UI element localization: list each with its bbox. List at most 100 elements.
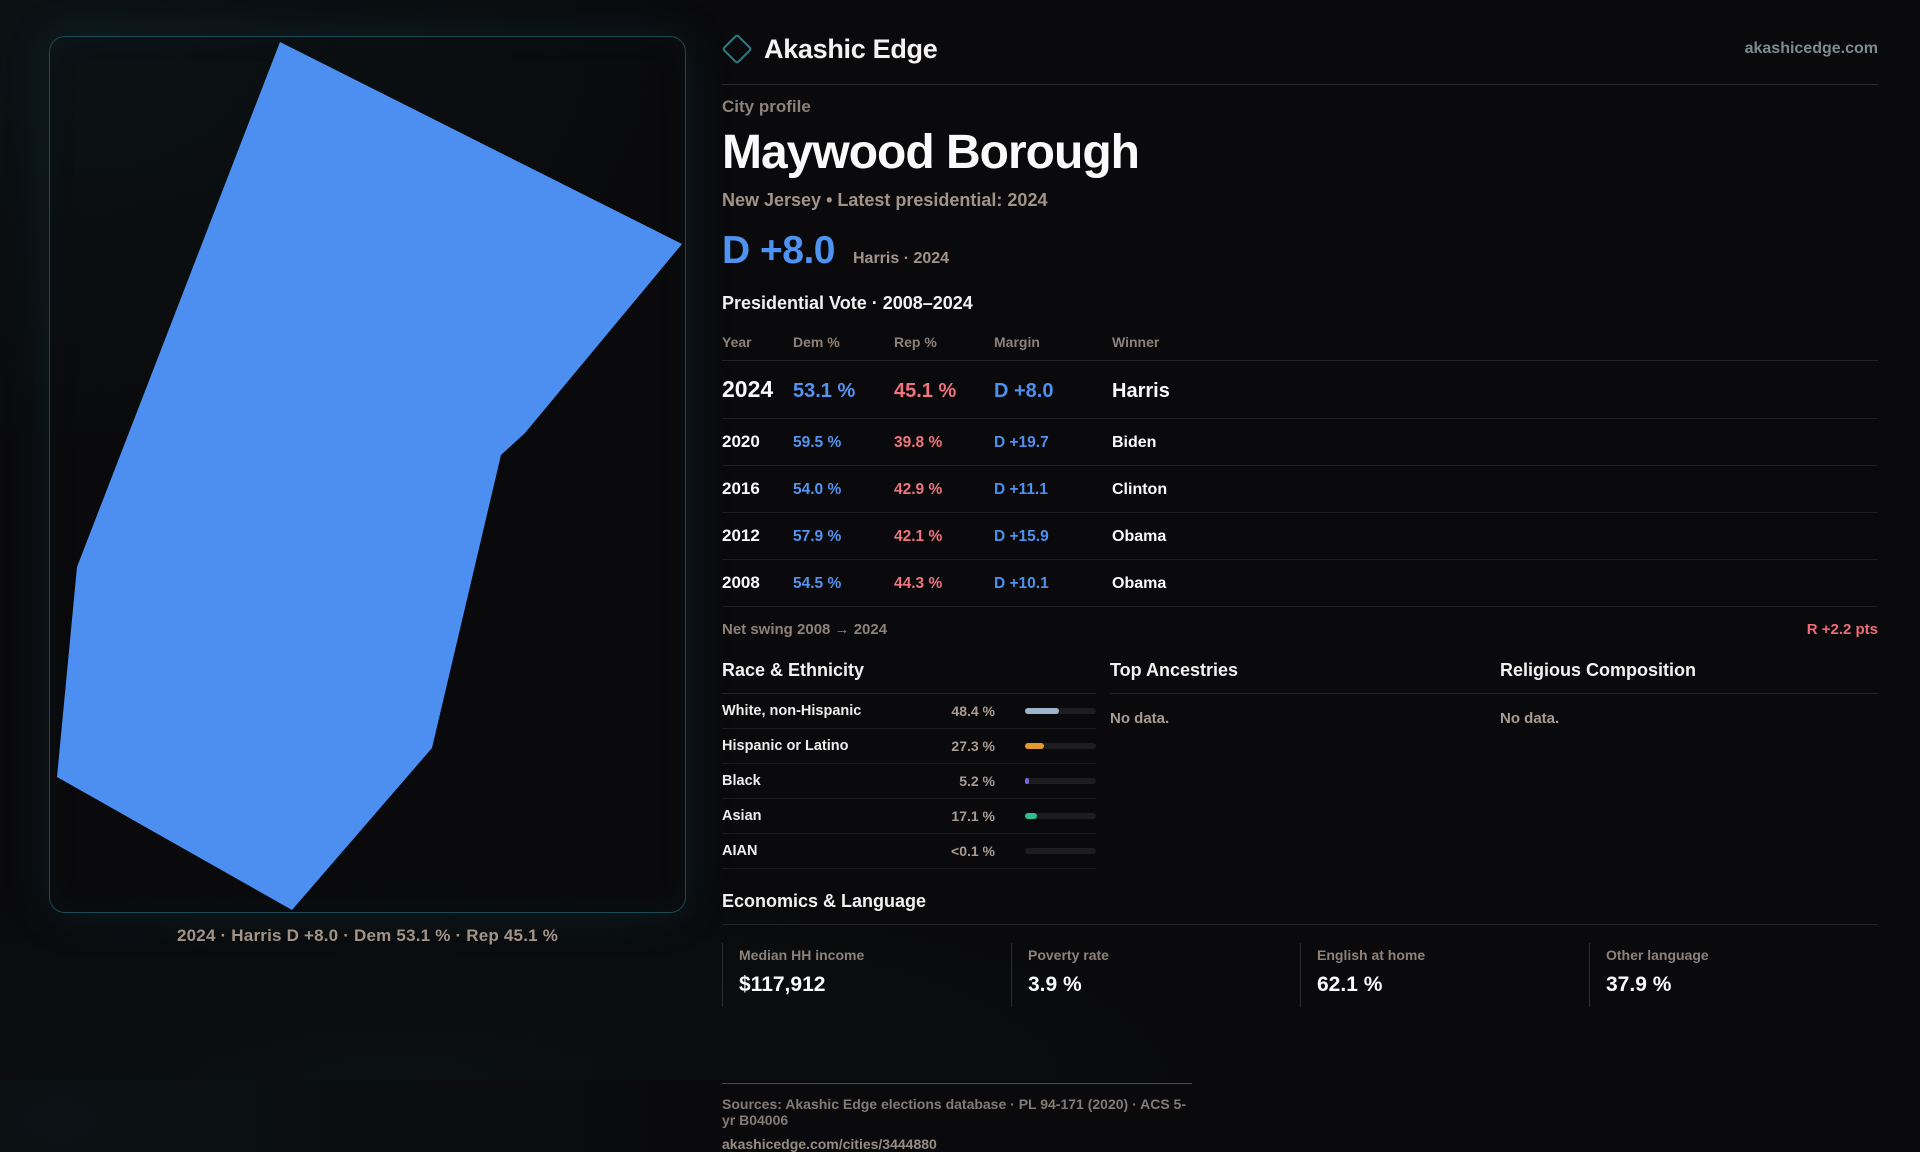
year-cell: 2024 [722,376,774,402]
winner-cell: Clinton [1112,481,1168,498]
winner-cell: Obama [1112,528,1167,545]
race-label: White, non-Hispanic [722,703,862,719]
stat-card: English at home 62.1 % [1300,943,1589,1007]
col-rep: Rep % [894,334,937,350]
page-subtitle: New Jersey • Latest presidential: 2024 [722,190,1048,210]
race-bar [1025,708,1096,714]
year-cell: 2020 [722,432,760,451]
race-value: <0.1 % [951,843,995,859]
diamond-outline-icon [721,33,753,65]
race-label: Black [722,773,761,789]
table-row: 2016 54.0 % 42.9 % D +11.1 Clinton [722,466,1878,513]
top-ancestries-panel: Top Ancestries No data. [1110,660,1500,869]
margin-cell: D +11.1 [994,481,1048,498]
race-label: AIAN [722,843,758,859]
footer: Sources: Akashic Edge elections database… [722,1083,1192,1152]
margin-cell: D +15.9 [994,528,1049,545]
table-row: 2008 54.5 % 44.3 % D +10.1 Obama [722,560,1878,607]
permalink[interactable]: akashicedge.com/cities/3444880 [722,1136,937,1152]
vote-table-title: Presidential Vote · 2008–2024 [722,293,973,313]
stat-card: Other language 37.9 % [1589,943,1878,1007]
race-value: 17.1 % [951,808,995,824]
margin-cell: D +19.7 [994,434,1049,451]
margin-cell: D +10.1 [994,575,1049,592]
race-value: 48.4 % [951,703,995,719]
col-dem: Dem % [793,334,840,350]
table-row: 2012 57.9 % 42.1 % D +15.9 Obama [722,513,1878,560]
profile-content: Akashic Edge akashicedge.com City profil… [721,28,1878,1152]
race-bar [1025,743,1096,749]
rep-cell: 44.3 % [894,575,943,592]
demographics-section: Race & Ethnicity White, non-Hispanic 48.… [722,660,1878,869]
table-row: 2020 59.5 % 39.8 % D +19.7 Biden [722,419,1878,466]
brand-name: Akashic Edge [764,33,938,64]
stat-label: English at home [1317,947,1426,963]
rep-cell: 45.1 % [894,380,957,402]
brand-header: Akashic Edge akashicedge.com [721,28,1878,70]
winner-cell: Obama [1112,575,1167,592]
dem-cell: 54.5 % [793,575,842,592]
list-item: AIAN <0.1 % [722,834,1096,869]
dem-cell: 54.0 % [793,481,842,498]
stat-value: 37.9 % [1606,973,1672,996]
no-data-text: No data. [1500,710,1560,727]
headline-margin-value: D +8.0 [722,229,836,272]
stat-value: $117,912 [739,973,826,996]
top-ancestries-heading: Top Ancestries [1110,660,1500,694]
year-cell: 2016 [722,479,760,498]
site-url-link[interactable]: akashicedge.com [1744,40,1878,57]
year-cell: 2008 [722,573,760,592]
net-swing-label: Net swing 2008 → 2024 [722,621,888,638]
page-title: Maywood Borough [722,126,1140,179]
city-boundary-map-panel [49,36,686,913]
economics-heading: Economics & Language [722,891,1878,925]
dem-cell: 59.5 % [793,434,842,451]
winner-cell: Biden [1112,434,1157,451]
stat-card: Median HH income $117,912 [722,943,1011,1007]
religious-composition-panel: Religious Composition No data. [1500,660,1878,869]
race-bar [1025,848,1096,854]
stat-value: 62.1 % [1317,973,1383,996]
page-kicker: City profile [722,97,811,116]
race-label: Asian [722,808,762,824]
economics-cards: Median HH income $117,912 Poverty rate 3… [722,943,1878,1007]
list-item: White, non-Hispanic 48.4 % [722,694,1096,729]
margin-cell: D +8.0 [994,380,1054,402]
race-bar [1025,778,1096,784]
no-data-text: No data. [1110,710,1170,727]
religious-composition-heading: Religious Composition [1500,660,1878,694]
race-label: Hispanic or Latino [722,738,849,754]
list-item: Asian 17.1 % [722,799,1096,834]
table-row: 2024 53.1 % 45.1 % D +8.0 Harris [722,361,1878,419]
stat-label: Other language [1606,947,1709,963]
vote-table-header: Year Dem % Rep % Margin Winner [722,328,1878,361]
map-caption: 2024 · Harris D +8.0 · Dem 53.1 % · Rep … [176,926,559,945]
header-divider [722,84,1878,85]
race-bar [1025,813,1096,819]
race-ethnicity-panel: Race & Ethnicity White, non-Hispanic 48.… [722,660,1096,869]
footer-divider [722,1083,1192,1084]
list-item: Black 5.2 % [722,764,1096,799]
stat-label: Median HH income [739,947,865,963]
race-value: 5.2 % [959,773,995,789]
dem-cell: 57.9 % [793,528,842,545]
city-boundary-map [57,42,682,910]
col-margin: Margin [994,334,1040,350]
winner-cell: Harris [1112,380,1170,402]
net-swing-value: R +2.2 pts [1806,621,1878,638]
net-swing-row: Net swing 2008 → 2024 R +2.2 pts [722,621,1878,652]
vote-table: Year Dem % Rep % Margin Winner 2024 53.1… [722,328,1878,607]
headline-margin-context: Harris · 2024 [853,250,950,267]
rep-cell: 42.9 % [894,481,943,498]
col-winner: Winner [1112,334,1160,350]
race-value: 27.3 % [951,738,995,754]
stat-label: Poverty rate [1028,947,1109,963]
stat-card: Poverty rate 3.9 % [1011,943,1300,1007]
race-ethnicity-heading: Race & Ethnicity [722,660,1096,694]
rep-cell: 42.1 % [894,528,943,545]
sources-text: Sources: Akashic Edge elections database… [722,1096,1186,1128]
dem-cell: 53.1 % [793,380,856,402]
rep-cell: 39.8 % [894,434,943,451]
city-boundary-shape [57,42,682,910]
stat-value: 3.9 % [1028,973,1082,996]
